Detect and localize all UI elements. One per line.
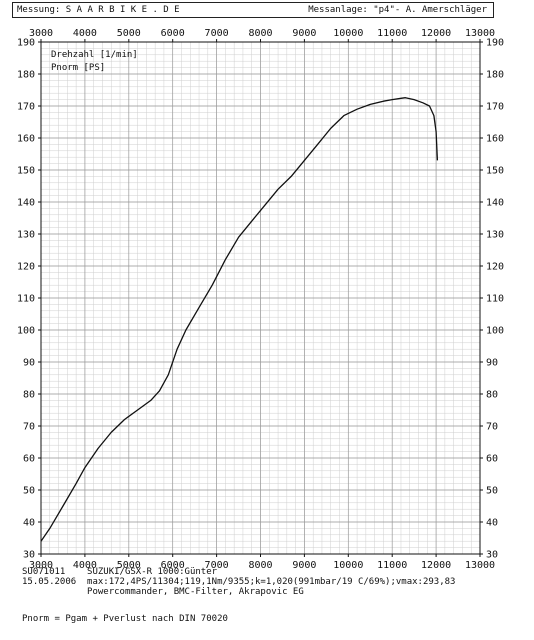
legend: Drehzahl [1/min] Pnorm [PS] <box>51 50 138 73</box>
test-bench-label: Messanlage: "p4"- A. Amerschläger <box>308 5 487 15</box>
plot-frame <box>40 41 481 555</box>
x-tick-label-bottom: 8000 <box>248 560 272 571</box>
y-tick-label-left: 100 <box>17 326 35 337</box>
y-tick-label-left: 50 <box>23 486 35 497</box>
y-tick-label-right: 90 <box>486 358 498 369</box>
x-tick-label-top: 11000 <box>377 28 407 39</box>
measurement-header: Messung: S A A R B I K E . D E Messanlag… <box>12 2 494 18</box>
y-tick-label-left: 140 <box>17 198 35 209</box>
dyno-chart: 3000 3000 4000 4000 5000 5000 6000 6000 7000 7000… <box>17 28 504 571</box>
y-tick-label-right: 100 <box>486 326 504 337</box>
power-curve <box>40 97 439 542</box>
y-tick-label-right: 30 <box>486 550 498 561</box>
y-tick-label-left: 160 <box>17 134 35 145</box>
y-tick-label-left: 80 <box>23 390 35 401</box>
x-tick-label-top: 4000 <box>73 28 97 39</box>
y-tick-label-right: 180 <box>486 70 504 81</box>
x-tick-label-bottom: 6000 <box>161 560 185 571</box>
footer-line-2: 15.05.2006 max:172,4PS/11304;119,1Nm/935… <box>22 577 456 587</box>
y-tick-label-right: 160 <box>486 134 504 145</box>
y-tick-label-left: 150 <box>17 166 35 177</box>
footer-line-3: Powercommander, BMC-Filter, Akrapovic EG <box>22 587 304 597</box>
y-tick-label-left: 120 <box>17 262 35 273</box>
footer-line-1: SU071011 SUZUKI/GSX-R 1000:Günter <box>22 567 218 577</box>
x-tick-label-bottom: 13000 <box>465 560 495 571</box>
y-tick-label-left: 110 <box>17 294 35 305</box>
x-tick-label-bottom: 3000 <box>29 560 53 571</box>
x-tick-label-bottom: 5000 <box>117 560 141 571</box>
x-tick-label-top: 7000 <box>205 28 229 39</box>
legend-line-rpm: Drehzahl [1/min] <box>51 50 138 60</box>
x-tick-label-top: 5000 <box>117 28 141 39</box>
y-tick-label-right: 130 <box>486 230 504 241</box>
x-tick-label-bottom: 12000 <box>421 560 451 571</box>
x-tick-label-top: 13000 <box>465 28 495 39</box>
y-tick-label-right: 70 <box>486 422 498 433</box>
y-tick-label-right: 120 <box>486 262 504 273</box>
x-tick-label-top: 8000 <box>248 28 272 39</box>
y-tick-label-left: 40 <box>23 518 35 529</box>
x-tick-label-bottom: 9000 <box>292 560 316 571</box>
y-tick-label-left: 180 <box>17 70 35 81</box>
y-tick-label-left: 60 <box>23 454 35 465</box>
y-tick-label-right: 170 <box>486 102 504 113</box>
y-tick-label-left: 190 <box>17 38 35 49</box>
x-tick-label-top: 12000 <box>421 28 451 39</box>
y-tick-label-right: 190 <box>486 38 504 49</box>
y-tick-label-right: 80 <box>486 390 498 401</box>
legend-line-power: Pnorm [PS] <box>51 63 105 73</box>
y-tick-label-left: 130 <box>17 230 35 241</box>
y-tick-label-right: 150 <box>486 166 504 177</box>
x-tick-label-bottom: 10000 <box>333 560 363 571</box>
x-tick-label-top: 3000 <box>29 28 53 39</box>
y-tick-label-right: 40 <box>486 518 498 529</box>
y-tick-label-right: 60 <box>486 454 498 465</box>
measurement-label: Messung: S A A R B I K E . D E <box>17 5 180 15</box>
x-tick-label-top: 6000 <box>161 28 185 39</box>
y-tick-label-right: 110 <box>486 294 504 305</box>
x-tick-label-bottom: 7000 <box>205 560 229 571</box>
y-tick-label-left: 70 <box>23 422 35 433</box>
y-tick-label-right: 50 <box>486 486 498 497</box>
y-tick-label-left: 90 <box>23 358 35 369</box>
power-formula: Pnorm = Pgam + Pverlust nach DIN 70020 <box>22 614 228 624</box>
x-tick-label-bottom: 11000 <box>377 560 407 571</box>
y-tick-label-left: 30 <box>23 550 35 561</box>
y-tick-label-left: 170 <box>17 102 35 113</box>
x-tick-label-bottom: 4000 <box>73 560 97 571</box>
y-tick-label-right: 140 <box>486 198 504 209</box>
x-tick-label-top: 10000 <box>333 28 363 39</box>
x-tick-label-top: 9000 <box>292 28 316 39</box>
